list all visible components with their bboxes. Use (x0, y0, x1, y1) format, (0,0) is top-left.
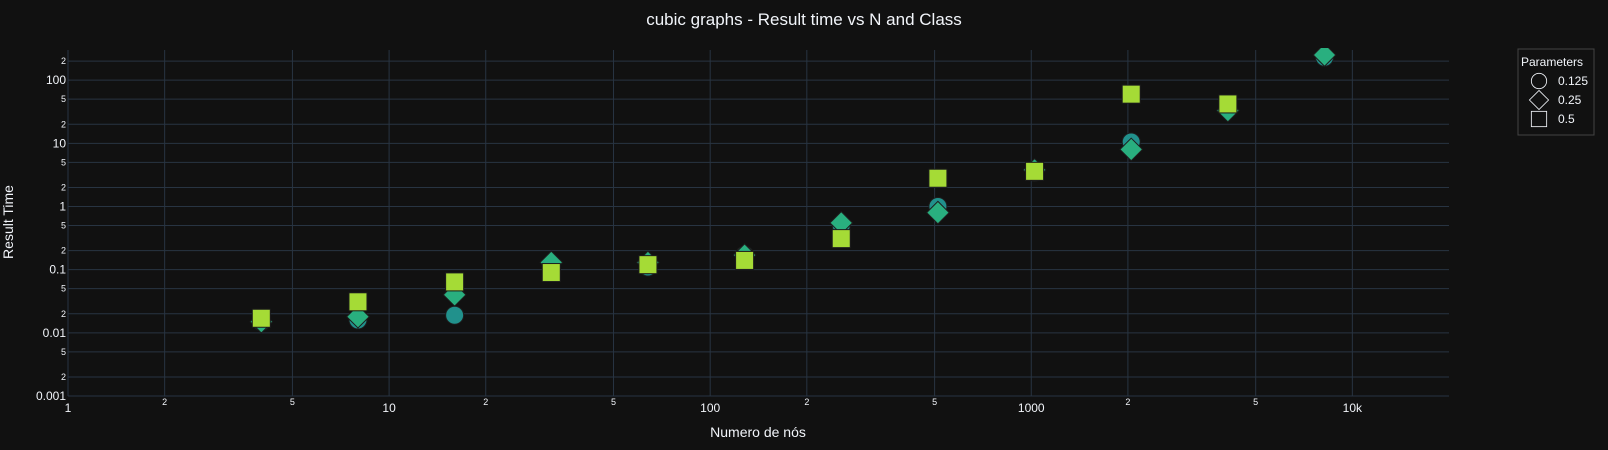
y-minor-tick-label: 2 (61, 119, 66, 129)
x-minor-tick-label: 2 (483, 397, 488, 407)
y-tick-label: 0.1 (49, 263, 66, 277)
x-minor-tick-label: 2 (804, 397, 809, 407)
x-minor-tick-label: 5 (1253, 397, 1258, 407)
y-minor-tick-label: 2 (61, 372, 66, 382)
y-minor-tick-label: 5 (61, 347, 66, 357)
x-tick-label: 1 (65, 401, 72, 415)
x-tick-label: 10k (1343, 401, 1363, 415)
x-tick-label: 10 (382, 401, 396, 415)
point-square (638, 255, 658, 275)
point-square (1218, 94, 1238, 114)
point-diamond (925, 200, 950, 225)
chart-title: cubic graphs - Result time vs N and Clas… (646, 10, 962, 29)
y-tick-label: 1 (59, 199, 66, 213)
x-axis-title: Numero de nós (710, 424, 806, 440)
legend-marker-diamond (1528, 89, 1550, 111)
y-minor-tick-label: 2 (61, 182, 66, 192)
point-square (1025, 161, 1045, 181)
x-minor-tick-label: 2 (162, 397, 167, 407)
y-tick-label: 10 (53, 136, 67, 150)
y-tick-label: 0.01 (43, 326, 67, 340)
legend-items: 0.125 0.25 0.5 (1528, 72, 1588, 128)
point-square (251, 308, 271, 328)
point-square (445, 272, 465, 292)
point-circle (445, 305, 465, 325)
y-minor-tick-label: 2 (61, 56, 66, 66)
point-square (831, 229, 851, 249)
point-square (735, 250, 755, 270)
series-square (251, 84, 1238, 328)
x-minor-tick-label: 2 (1125, 397, 1130, 407)
legend-marker-square (1530, 110, 1548, 128)
point-diamond (1312, 48, 1337, 67)
x-tick-label: 100 (700, 401, 720, 415)
point-diamond (1119, 137, 1144, 162)
y-minor-tick-label: 2 (61, 309, 66, 319)
x-minor-tick-label: 5 (611, 397, 616, 407)
y-minor-tick-label: 5 (61, 157, 66, 167)
y-minor-tick-label: 2 (61, 246, 66, 256)
x-minor-tick-label: 5 (290, 397, 295, 407)
y-minor-tick-label: 5 (61, 94, 66, 104)
legend-label: 0.25 (1558, 93, 1582, 107)
point-square (348, 292, 368, 312)
y-minor-tick-label: 5 (61, 284, 66, 294)
y-minor-tick-label: 5 (61, 221, 66, 231)
data-points (249, 48, 1337, 334)
point-square (1121, 84, 1141, 104)
grid-lines (67, 50, 1449, 397)
legend-label: 0.125 (1558, 74, 1588, 88)
point-square (928, 168, 948, 188)
point-square (541, 263, 561, 283)
legend-box (1517, 48, 1595, 136)
legend: Parameters 0.125 0.25 0.5 (1517, 48, 1595, 136)
y-axis-title: Result Time (0, 185, 16, 259)
legend-label: 0.5 (1558, 112, 1575, 126)
legend-marker-circle (1530, 72, 1548, 90)
axis-ticks: 1 10 100 1000 10k 2 5 2 5 2 5 2 5 0.001 0.01 0.1 1 10 100 2… (36, 56, 1363, 415)
y-tick-label: 0.001 (36, 389, 66, 403)
y-tick-label: 100 (46, 73, 66, 87)
legend-title: Parameters (1521, 55, 1583, 69)
series-diamond (249, 48, 1337, 334)
x-tick-label: 1000 (1018, 401, 1045, 415)
x-minor-tick-label: 5 (932, 397, 937, 407)
